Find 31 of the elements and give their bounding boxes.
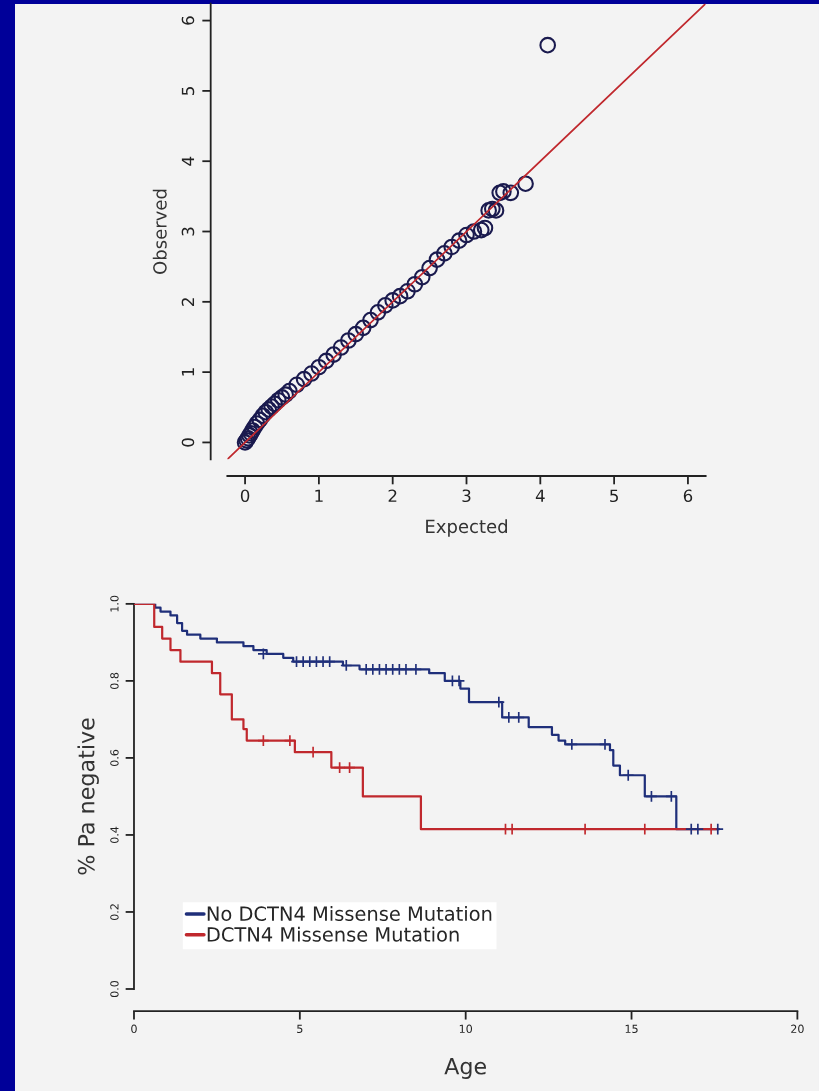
- x-tick-label: 5: [297, 1024, 303, 1034]
- y-tick-label: 0.4: [110, 826, 119, 844]
- y-tick-label: 0.0: [110, 980, 119, 998]
- y-tick-label: 1: [181, 368, 195, 376]
- legend-label: DCTN4 Missense Mutation: [207, 926, 459, 942]
- y-tick-label: 0.6: [110, 749, 119, 767]
- x-tick-label: 0: [131, 1024, 137, 1034]
- x-tick-label: 1: [315, 489, 323, 502]
- x-tick-label: 2: [388, 489, 397, 502]
- x-tick-label: 6: [683, 489, 693, 503]
- x-axis-title: Expected: [426, 519, 507, 537]
- legend-label: No DCTN4 Missense Mutation: [207, 905, 492, 922]
- x-tick-label: 20: [791, 1024, 804, 1034]
- y-tick-label: 6: [181, 16, 195, 25]
- y-tick-label: 5: [181, 87, 195, 95]
- x-tick-label: 15: [625, 1024, 638, 1034]
- x-tick-label: 4: [535, 489, 545, 502]
- y-tick-label: 4: [181, 156, 195, 166]
- x-tick-label: 10: [459, 1024, 473, 1034]
- x-axis-title: Age: [444, 1058, 486, 1079]
- x-tick-label: 0: [240, 489, 250, 503]
- x-tick-label: 3: [462, 489, 471, 503]
- y-tick-label: 2: [181, 298, 195, 306]
- y-tick-label: 1.0: [110, 595, 119, 612]
- y-axis-title: % Pa negative: [77, 718, 99, 875]
- y-tick-label: 0.8: [110, 672, 119, 689]
- y-tick-label: 0: [181, 438, 195, 447]
- y-tick-label: 3: [181, 227, 195, 236]
- y-tick-label: 0.2: [110, 904, 119, 921]
- y-axis-title: Observed: [152, 189, 167, 274]
- x-tick-label: 5: [610, 489, 618, 503]
